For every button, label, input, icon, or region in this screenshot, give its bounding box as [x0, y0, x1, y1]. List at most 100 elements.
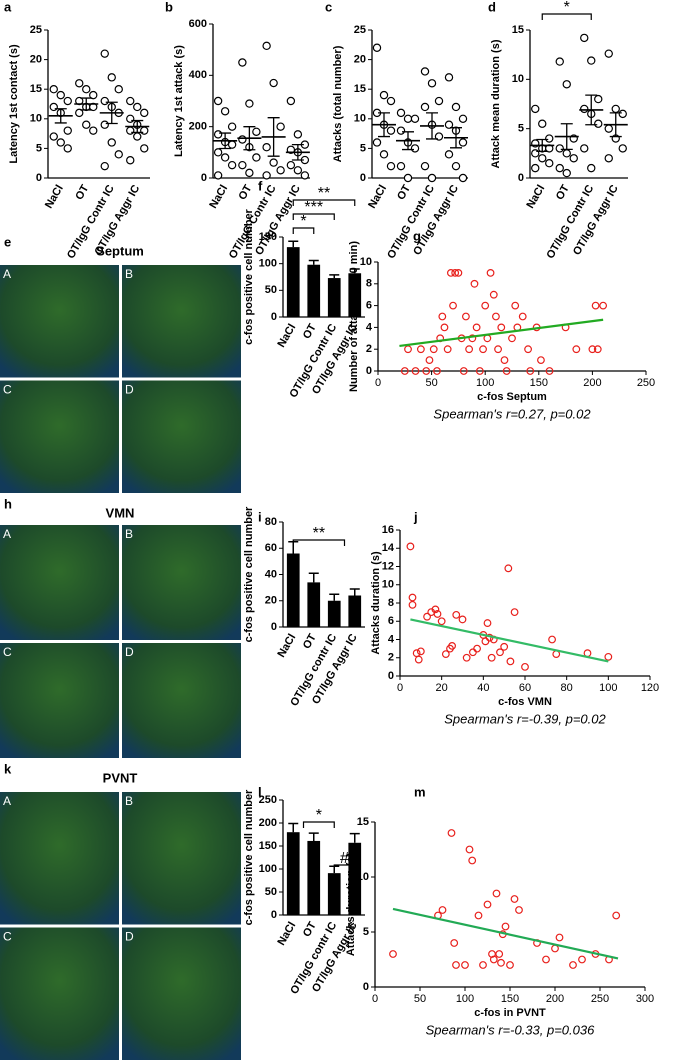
tile-label: B	[125, 527, 133, 541]
point	[465, 845, 474, 854]
x-tick-label: NaCl	[207, 183, 230, 211]
point	[379, 150, 389, 159]
x-tick-label: 200	[583, 377, 601, 389]
y-tick-label: 6	[366, 300, 372, 312]
point	[580, 33, 589, 43]
x-tick-label: 250	[637, 377, 655, 389]
point	[420, 102, 430, 112]
point	[213, 148, 223, 157]
y-tick-label: 20	[265, 595, 277, 607]
point	[396, 161, 406, 171]
y-tick-label: 10	[357, 871, 369, 883]
significance: *	[316, 807, 322, 824]
point	[63, 96, 72, 106]
point	[379, 90, 389, 100]
y-tick-label: 100	[259, 258, 277, 270]
y-tick-label: 400	[189, 69, 207, 81]
point	[454, 269, 463, 277]
point	[524, 345, 532, 354]
point	[220, 153, 230, 162]
x-tick-label: 300	[636, 993, 654, 1005]
x-tick-label: OT	[554, 183, 572, 202]
x-tick-label: 150	[501, 993, 519, 1005]
bracket	[292, 539, 346, 546]
point	[462, 653, 471, 662]
micrograph	[122, 792, 241, 925]
point	[545, 134, 554, 143]
point	[400, 367, 409, 375]
micrograph-title: Septum	[96, 243, 144, 258]
bar	[307, 264, 321, 317]
panel-letter: i	[258, 509, 262, 524]
significance: ***	[304, 199, 323, 216]
y-tick-label: 25	[354, 24, 366, 36]
point	[396, 108, 406, 118]
sem-bar	[105, 101, 118, 125]
point	[474, 911, 483, 920]
point	[133, 132, 142, 141]
point	[612, 911, 621, 920]
point	[443, 345, 452, 354]
sem-bar	[243, 126, 256, 151]
y-tick-label: 2	[366, 343, 372, 355]
sem-bar	[536, 138, 549, 153]
x-tick-label: NaCl	[275, 632, 298, 660]
point	[458, 173, 468, 183]
point	[227, 140, 237, 149]
point	[238, 58, 247, 67]
bar	[286, 832, 300, 915]
y-tick-label: 8	[366, 278, 372, 290]
y-axis-label: c-fos positive cell number	[243, 208, 255, 344]
point	[526, 367, 535, 375]
point	[501, 922, 510, 931]
point	[293, 166, 303, 175]
y-tick-label: 60	[265, 542, 277, 554]
point	[492, 889, 501, 898]
y-tick-label: 0	[366, 365, 372, 377]
panel-letter: m	[414, 784, 426, 799]
point	[126, 96, 135, 106]
point	[538, 119, 547, 128]
point	[510, 895, 519, 903]
point	[489, 955, 498, 964]
x-tick-label: 0	[372, 993, 378, 1005]
y-tick-label: 80	[265, 516, 277, 528]
tile-label: D	[125, 645, 134, 659]
tile-label: A	[3, 267, 11, 281]
point	[506, 657, 515, 666]
point	[594, 94, 603, 104]
point	[542, 955, 550, 964]
point	[587, 56, 596, 65]
point	[49, 102, 58, 112]
point	[545, 367, 554, 375]
point	[510, 608, 519, 617]
point	[433, 610, 442, 618]
tile-label: C	[3, 930, 12, 944]
point	[452, 961, 460, 969]
x-tick-label: 150	[530, 377, 548, 389]
y-tick-label: 10	[30, 113, 42, 125]
point	[618, 144, 627, 153]
tile-label: D	[125, 383, 134, 397]
point	[63, 126, 72, 135]
point	[262, 142, 271, 152]
panel-letter: d	[488, 0, 496, 14]
sem-bar	[609, 112, 622, 138]
y-tick-label: 5	[363, 926, 369, 938]
point	[227, 160, 237, 170]
point	[451, 161, 461, 171]
y-tick-label: 15	[354, 83, 366, 95]
tile-label: C	[3, 645, 12, 659]
y-tick-label: 0	[388, 670, 394, 682]
error-bar	[308, 832, 319, 841]
bar	[307, 582, 321, 627]
point	[580, 104, 589, 114]
point	[479, 345, 487, 354]
point	[604, 49, 613, 58]
point	[604, 154, 613, 163]
x-tick-label: 40	[477, 682, 489, 694]
tile-label: D	[125, 930, 134, 944]
point	[412, 649, 421, 658]
y-tick-label: 5	[36, 142, 42, 154]
